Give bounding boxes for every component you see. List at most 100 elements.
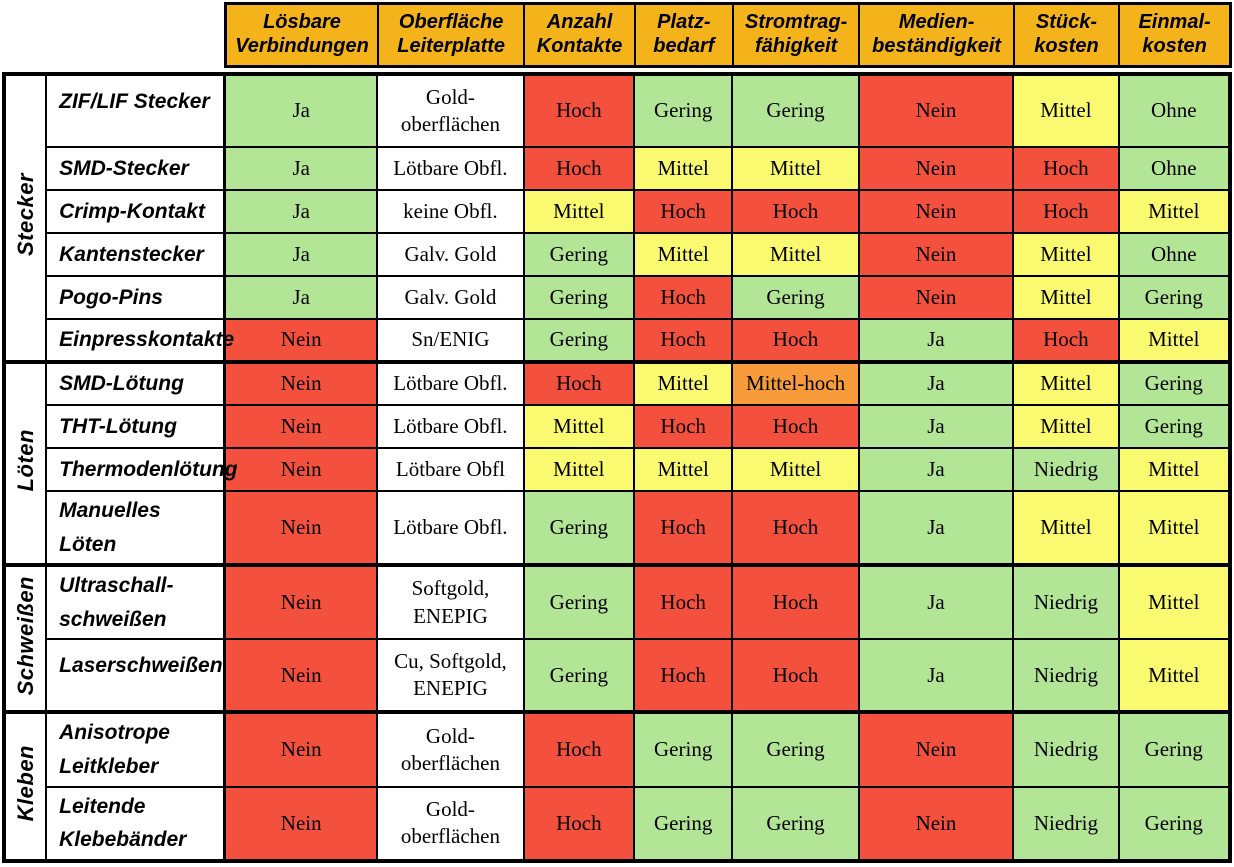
rating-cell: Hoch xyxy=(633,489,734,567)
row-label: Kantenstecker xyxy=(45,232,227,277)
rating-cell: Nein xyxy=(223,638,379,714)
rating-cell: Lötbare Obfl. xyxy=(376,489,525,567)
rating-cell: Niedrig xyxy=(1012,710,1120,788)
rating-cell: Nein xyxy=(223,360,379,406)
column-header-stueckkosten: Stück- kosten xyxy=(1012,2,1121,68)
rating-cell: Gering xyxy=(522,489,636,567)
rating-cell: Ja xyxy=(223,275,379,320)
rating-cell: Gering xyxy=(731,785,860,862)
rating-cell: Hoch xyxy=(731,638,860,714)
rating-cell: Ohne xyxy=(1117,232,1232,277)
rating-cell: Ja xyxy=(857,638,1015,714)
group-label: Schweißen xyxy=(2,563,48,714)
rating-cell: Hoch xyxy=(633,404,734,449)
rating-cell: Mittel xyxy=(731,447,860,492)
rating-cell: Ja xyxy=(223,73,379,148)
rating-cell: Gering xyxy=(522,275,636,320)
rating-cell: Mittel xyxy=(1012,404,1120,449)
rating-cell: Gering xyxy=(633,73,734,148)
rating-cell: Mittel xyxy=(633,360,734,406)
rating-cell: Mittel xyxy=(1117,489,1232,567)
rating-cell: Mittel xyxy=(633,232,734,277)
rating-cell: Galv. Gold xyxy=(376,275,525,320)
row-label: Einpresskontakte xyxy=(45,318,234,363)
rating-cell: Gering xyxy=(731,73,860,148)
rating-cell: Mittel xyxy=(522,447,636,492)
rating-cell: Gering xyxy=(731,710,860,788)
rating-cell: keine Obfl. xyxy=(376,189,525,234)
rating-cell: Ohne xyxy=(1117,73,1232,148)
rating-cell: Ja xyxy=(223,189,379,234)
column-header-medienbestaendigkeit: Medien- beständigkeit xyxy=(858,2,1015,68)
table-row: Pogo-Pins Ja Galv. Gold Gering Hoch Gering Nei… xyxy=(4,275,1232,320)
rating-cell: Gering xyxy=(522,563,636,641)
rating-cell: Gold- oberflächen xyxy=(376,710,525,788)
group-label-text: Kleben xyxy=(12,745,38,822)
group-label: Löten xyxy=(2,359,48,567)
rating-cell: Hoch xyxy=(633,638,734,714)
rating-cell: Lötbare Obfl xyxy=(376,447,525,492)
rating-cell: Sn/ENIG xyxy=(376,318,525,363)
column-header-oberflaeche-leiterplatte: Oberfläche Leiterplatte xyxy=(376,2,526,68)
table-row: Leitende Klebebänder Nein Gold- oberfläche… xyxy=(4,785,1232,862)
row-label: SMD-Stecker xyxy=(45,146,227,191)
group-label-text: Schweißen xyxy=(12,576,38,696)
rating-cell: Ja xyxy=(857,318,1015,363)
rating-cell: Cu, Softgold, ENEPIG xyxy=(376,638,525,714)
row-label: SMD-Lötung xyxy=(45,360,227,406)
rating-cell: Mittel xyxy=(633,146,734,191)
table-row: Einpresskontakte Nein Sn/ENIG Gering Hoch Hoc… xyxy=(4,318,1232,363)
row-label: Thermodenlötung xyxy=(45,447,238,492)
rating-cell: Nein xyxy=(857,146,1015,191)
rating-cell: Hoch xyxy=(1012,318,1120,363)
rating-cell: Mittel xyxy=(522,404,636,449)
rating-cell: Gering xyxy=(633,710,734,788)
rating-cell: Mittel xyxy=(1117,563,1232,641)
column-header-loesbare-verbindungen: Lösbare Verbindungen xyxy=(224,2,379,68)
rating-cell: Nein xyxy=(223,785,379,862)
row-label: Crimp-Kontakt xyxy=(45,189,227,234)
rating-cell: Nein xyxy=(857,785,1015,862)
rating-cell: Hoch xyxy=(522,710,636,788)
table-row: THT-Lötung Nein Lötbare Obfl. Mittel Hoch Hoc… xyxy=(4,404,1232,449)
rating-cell: Nein xyxy=(223,404,379,449)
rating-cell: Gering xyxy=(1117,275,1232,320)
rating-cell: Mittel xyxy=(1117,189,1232,234)
rating-cell: Mittel xyxy=(731,146,860,191)
rating-cell: Mittel xyxy=(1012,360,1120,406)
rating-cell: Hoch xyxy=(633,563,734,641)
rating-cell: Nein xyxy=(223,710,379,788)
rating-cell: Niedrig xyxy=(1012,638,1120,714)
rating-cell: Mittel xyxy=(1012,275,1120,320)
rating-cell: Nein xyxy=(223,489,379,567)
rating-cell: Gering xyxy=(522,638,636,714)
row-label: ZIF/LIF Stecker xyxy=(45,73,227,148)
rating-cell: Gering xyxy=(1117,360,1232,406)
group-label: Kleben xyxy=(2,710,48,862)
rating-cell: Ja xyxy=(857,489,1015,567)
row-label: THT-Lötung xyxy=(45,404,227,449)
rating-cell: Hoch xyxy=(1012,189,1120,234)
rating-cell: Mittel xyxy=(1117,447,1232,492)
rating-cell: Hoch xyxy=(731,318,860,363)
table-row: Thermodenlötung Nein Lötbare Obfl Mittel Mit… xyxy=(4,447,1232,492)
rating-cell: Softgold, ENEPIG xyxy=(376,563,525,641)
group-label-text: Stecker xyxy=(12,173,38,257)
table-row: Laserschweißen Nein Cu, Softgold, ENEPIG Ge… xyxy=(4,638,1232,714)
row-label: Anisotrope Leitkleber xyxy=(45,710,227,788)
rating-cell: Gering xyxy=(1117,404,1232,449)
rating-cell: Mittel xyxy=(1117,318,1232,363)
rating-cell: Ja xyxy=(223,146,379,191)
column-header-anzahl-kontakte: Anzahl Kontakte xyxy=(523,2,636,68)
column-header-einmalkosten: Einmal- kosten xyxy=(1118,2,1232,68)
rating-cell: Nein xyxy=(857,275,1015,320)
table-row: Löten SMD-Lötung Nein Lötbare Obfl. Hoch Mitt… xyxy=(2,359,1232,567)
rating-cell: Niedrig xyxy=(1012,447,1120,492)
column-header-platzbedarf: Platz- bedarf xyxy=(633,2,734,68)
row-label: Laserschweißen xyxy=(45,638,227,714)
table-row: Crimp-Kontakt Ja keine Obfl. Mittel Hoch Hoch… xyxy=(4,189,1232,234)
rating-cell: Galv. Gold xyxy=(376,232,525,277)
rating-cell: Ja xyxy=(857,360,1015,406)
rating-cell: Mittel xyxy=(731,232,860,277)
